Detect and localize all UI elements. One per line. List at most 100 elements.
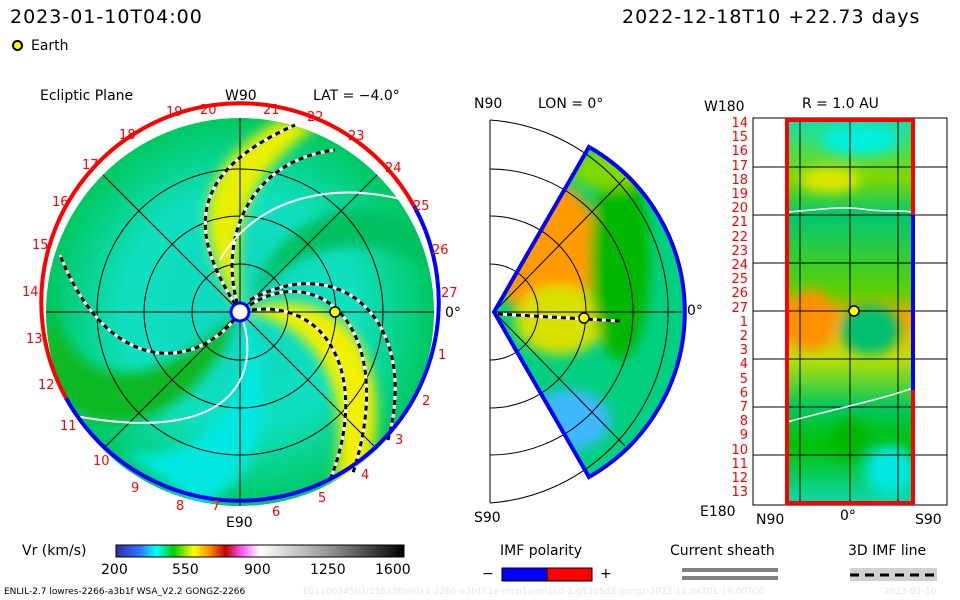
carrington-label: 21 — [263, 103, 280, 118]
carrington-label: 1 — [438, 348, 447, 363]
carrington-label: 11 — [60, 419, 77, 434]
radial-title: R = 1.0 AU — [802, 96, 879, 112]
imf-positive-swatch — [546, 567, 593, 582]
carrington-label: 26 — [432, 243, 449, 258]
meridional-zero-label: 0° — [687, 303, 703, 319]
radial-y-label: 26 — [731, 286, 748, 302]
earth-marker-radial — [848, 305, 860, 317]
radial-y-label: 3 — [739, 343, 748, 359]
velocity-colorbar — [115, 544, 405, 558]
radial-y-label: 27 — [731, 300, 748, 316]
radial-y-label: 8 — [739, 414, 748, 430]
radial-y-label: 4 — [739, 357, 748, 373]
run-start-time: 2022-12-18T10 +22.73 days — [622, 6, 921, 28]
carrington-label: 8 — [176, 499, 185, 514]
carrington-label: 3 — [395, 433, 404, 448]
ecliptic-e90-label: E90 — [226, 515, 253, 531]
carrington-label: 9 — [131, 481, 140, 496]
radial-y-label: 1 — [739, 314, 748, 330]
colorbar-tick: 550 — [172, 562, 199, 578]
carrington-label: 23 — [348, 129, 365, 144]
radial-w180-label: W180 — [704, 99, 745, 115]
earth-legend-label: Earth — [31, 38, 69, 54]
radial-y-label: 18 — [731, 172, 748, 188]
footer-date: 2023-01-10 — [884, 587, 937, 597]
sun-inner-boundary — [229, 301, 251, 323]
radial-y-label: 5 — [739, 371, 748, 387]
radial-y-label: 19 — [731, 187, 748, 202]
carrington-label: 24 — [385, 161, 402, 176]
colorbar-tick: 1250 — [310, 562, 346, 578]
carrington-label: 2 — [422, 394, 431, 409]
carrington-label: 14 — [22, 285, 39, 300]
radial-y-label: 17 — [731, 158, 748, 174]
meridional-s90-label: S90 — [474, 510, 501, 526]
radial-y-label: 7 — [739, 400, 748, 415]
meridional-plot — [489, 119, 687, 504]
carrington-label: 27 — [441, 286, 458, 301]
radial-y-label: 6 — [739, 385, 748, 401]
radial-y-label: 2 — [739, 329, 748, 344]
carrington-label: 6 — [272, 505, 281, 520]
carrington-label: 17 — [82, 158, 99, 173]
earth-marker-ecliptic — [329, 306, 341, 318]
radial-x-label-s90: S90 — [915, 512, 942, 528]
carrington-label: 19 — [166, 105, 183, 120]
model-info: ENLIL-2.7 lowres-2266-a3b1f WSA_V2.2 GON… — [4, 587, 246, 597]
radial-y-label: 20 — [731, 201, 748, 217]
carrington-label: 16 — [52, 195, 69, 210]
colorbar-tick: 1600 — [375, 562, 411, 578]
carrington-label: 12 — [38, 378, 55, 393]
colorbar-tick: 200 — [101, 562, 128, 578]
ecliptic-lat-label: LAT = −4.0° — [313, 88, 400, 104]
carrington-label: 5 — [318, 491, 327, 506]
radial-e180-label: E180 — [700, 504, 736, 520]
carrington-label: 25 — [413, 199, 430, 214]
radial-x-label-0: 0° — [840, 508, 856, 524]
radial-y-label: 23 — [731, 243, 748, 259]
colorbar-label: Vr (km/s) — [22, 543, 87, 559]
carrington-label: 10 — [93, 454, 110, 469]
earth-legend-icon — [12, 40, 23, 51]
imf-line-swatch — [850, 568, 937, 581]
radial-y-label: 22 — [731, 229, 748, 245]
radial-y-label: 25 — [731, 272, 748, 288]
imf-line-label: 3D IMF line — [848, 543, 927, 559]
radial-y-label: 24 — [731, 258, 748, 273]
radial-y-label: 15 — [731, 130, 748, 146]
imf-polarity-label: IMF polarity — [500, 543, 583, 559]
radial-x-label-n90: N90 — [756, 512, 785, 528]
radial-y-label: 21 — [731, 215, 748, 231]
radial-map-plot — [752, 117, 948, 506]
radial-y-label: 12 — [731, 471, 748, 486]
radial-y-label: 16 — [731, 144, 748, 160]
imf-plus-label: + — [600, 566, 612, 582]
carrington-label: 15 — [32, 238, 49, 253]
meridional-lon-label: LON = 0° — [538, 96, 604, 112]
current-sheath-label: Current sheath — [670, 543, 775, 559]
ecliptic-w90-label: W90 — [225, 88, 257, 104]
current-sheath-lines — [58, 123, 397, 481]
radial-y-label: 14 — [731, 116, 748, 131]
carrington-label: 7 — [212, 499, 221, 514]
earth-marker-meridional — [578, 312, 590, 324]
carrington-label: 22 — [307, 110, 324, 125]
radial-y-label: 11 — [731, 456, 748, 472]
radial-y-label: 10 — [731, 442, 748, 458]
ecliptic-plane-plot — [39, 101, 441, 506]
ecliptic-title: Ecliptic Plane — [40, 88, 134, 104]
run-id: E0110034502/256x30x90x1.2266-a3b1f.1e-mc… — [303, 587, 765, 597]
carrington-label: 13 — [26, 332, 43, 347]
meridional-n90-label: N90 — [474, 96, 503, 112]
ecliptic-zero-label: 0° — [445, 305, 461, 321]
polarity-ring-negative — [64, 205, 441, 503]
radial-y-label: 13 — [731, 485, 748, 501]
carrington-label: 4 — [361, 468, 370, 483]
imf-negative-swatch — [501, 567, 548, 582]
carrington-label: 20 — [200, 103, 217, 118]
polarity-ring-positive — [39, 101, 416, 399]
carrington-label: 18 — [119, 128, 136, 143]
colorbar-tick: 900 — [244, 562, 271, 578]
current-sheath-swatch — [682, 568, 778, 572]
current-time: 2023-01-10T04:00 — [10, 6, 203, 28]
